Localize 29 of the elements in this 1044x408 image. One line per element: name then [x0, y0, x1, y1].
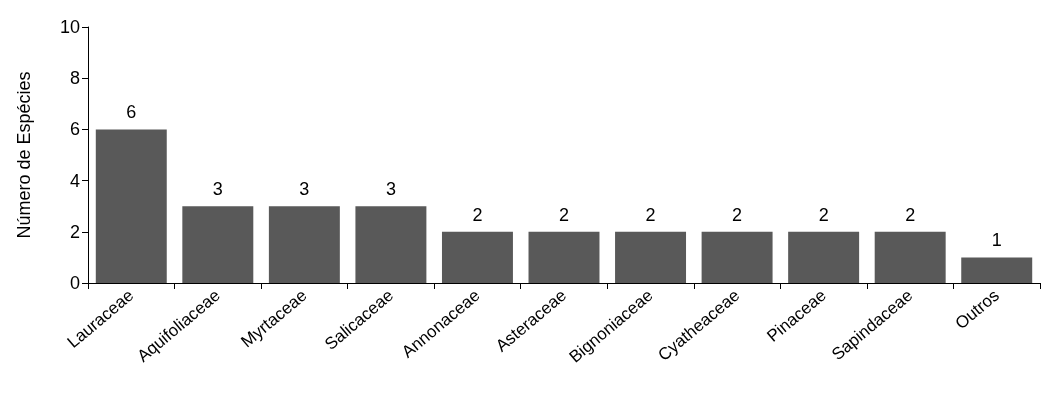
- y-tick-label: 2: [69, 221, 80, 242]
- bar: [528, 231, 600, 283]
- y-tick-label: 8: [69, 68, 80, 89]
- data-label: 2: [558, 204, 570, 225]
- bar: [874, 231, 946, 283]
- data-label: 2: [732, 204, 743, 225]
- bar: [355, 206, 427, 283]
- y-tick-label: 6: [69, 119, 80, 140]
- bar: [701, 231, 773, 283]
- bar: [441, 231, 513, 283]
- data-label: 1: [991, 230, 1002, 251]
- bar: [182, 206, 254, 283]
- bar: [961, 257, 1033, 283]
- bar: [268, 206, 340, 283]
- data-label: 2: [472, 204, 483, 225]
- data-label: 2: [905, 204, 916, 225]
- y-tick-label: 10: [59, 17, 80, 37]
- y-tick-label: 4: [69, 170, 80, 191]
- data-label: 2: [818, 204, 829, 225]
- data-label: 3: [212, 179, 223, 200]
- bar: [615, 231, 687, 283]
- data-label: 6: [126, 102, 137, 123]
- data-label: 3: [299, 179, 310, 200]
- y-axis-title: Número de Espécies: [14, 71, 34, 239]
- data-label: 2: [645, 204, 656, 225]
- y-tick-label: 0: [69, 273, 80, 293]
- data-label: 3: [385, 179, 396, 200]
- bar: [95, 129, 167, 283]
- bar: [788, 231, 860, 283]
